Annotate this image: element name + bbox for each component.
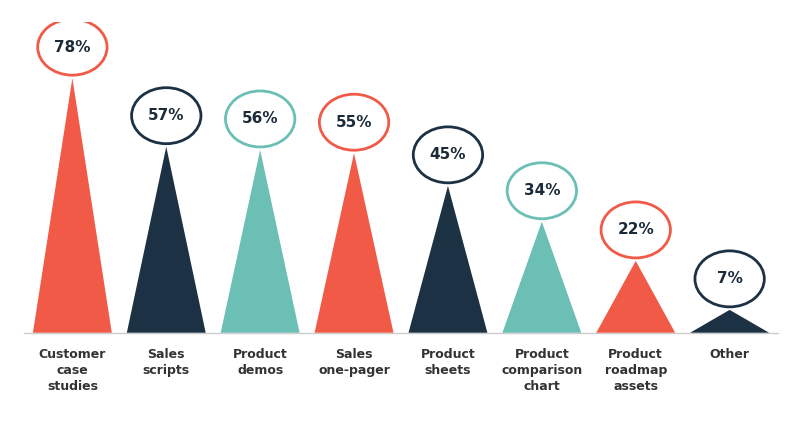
- Polygon shape: [502, 222, 581, 333]
- Ellipse shape: [225, 91, 295, 147]
- Text: 78%: 78%: [54, 40, 91, 54]
- Text: 56%: 56%: [242, 112, 278, 126]
- Polygon shape: [314, 153, 394, 333]
- Text: 22%: 22%: [618, 222, 654, 237]
- Text: Product
roadmap
assets: Product roadmap assets: [605, 348, 667, 393]
- Polygon shape: [597, 261, 675, 333]
- Ellipse shape: [601, 202, 670, 258]
- Text: 57%: 57%: [148, 108, 184, 123]
- Text: Sales
one-pager: Sales one-pager: [318, 348, 390, 377]
- Text: 34%: 34%: [524, 183, 560, 198]
- Text: Sales
scripts: Sales scripts: [143, 348, 190, 377]
- Text: 45%: 45%: [430, 148, 466, 162]
- Text: Customer
case
studies: Customer case studies: [38, 348, 106, 393]
- Ellipse shape: [319, 94, 389, 150]
- Text: 55%: 55%: [336, 115, 372, 130]
- Text: Other: Other: [710, 348, 750, 361]
- Ellipse shape: [507, 163, 577, 219]
- Text: 7%: 7%: [717, 272, 743, 286]
- Ellipse shape: [132, 88, 201, 144]
- Text: Product
comparison
chart: Product comparison chart: [501, 348, 582, 393]
- Polygon shape: [33, 78, 111, 333]
- Ellipse shape: [695, 251, 764, 307]
- Polygon shape: [127, 147, 205, 333]
- Polygon shape: [221, 150, 300, 333]
- Text: Product
sheets: Product sheets: [420, 348, 476, 377]
- Text: Product
demos: Product demos: [233, 348, 288, 377]
- Polygon shape: [408, 186, 488, 333]
- Polygon shape: [691, 310, 769, 333]
- Ellipse shape: [413, 127, 483, 183]
- Ellipse shape: [38, 19, 107, 75]
